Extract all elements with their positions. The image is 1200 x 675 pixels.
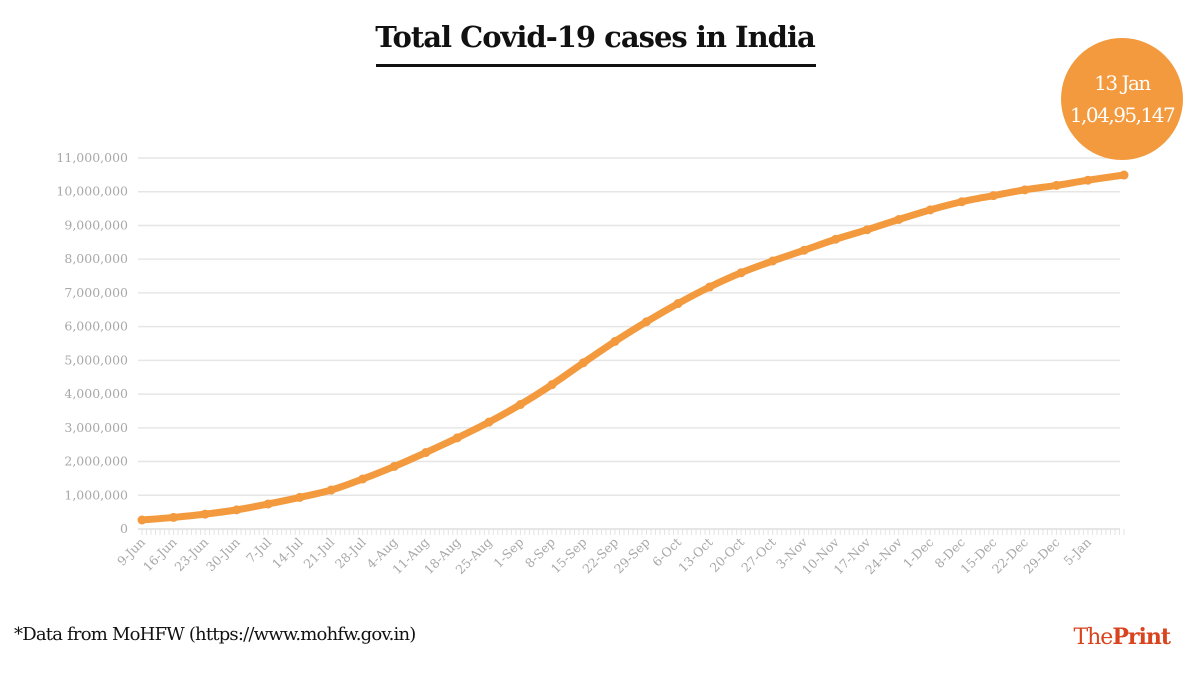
data-point-7-Jul <box>263 499 273 509</box>
data-point-14-Jul <box>295 492 305 502</box>
x-tick-label: 23-Jun <box>171 535 211 575</box>
data-point-11-Aug <box>421 448 431 458</box>
series-line <box>138 171 1128 524</box>
data-point-28-Jul <box>358 474 368 484</box>
data-point-13-Oct <box>705 282 715 292</box>
y-tick-label: 11,000,000 <box>56 150 128 165</box>
data-point-18-Aug <box>452 433 462 443</box>
y-tick-label: 6,000,000 <box>64 319 128 334</box>
x-tick-label: 5-Jan <box>1060 535 1094 569</box>
gridlines <box>138 157 1125 535</box>
data-point-29-Sep <box>642 317 652 327</box>
x-tick-label: 14-Jul <box>269 535 306 572</box>
data-point-3-Nov <box>799 245 809 255</box>
series-total-cases <box>137 170 1129 525</box>
x-tick-label: 13-Oct <box>675 535 716 576</box>
y-tick-label: 3,000,000 <box>64 420 128 435</box>
data-point-21-Jul <box>326 485 336 495</box>
y-tick-label: 4,000,000 <box>64 386 128 401</box>
chart-title: Total Covid-19 cases in India <box>375 20 816 54</box>
data-point-1-Dec <box>925 205 935 215</box>
y-tick-label: 9,000,000 <box>64 217 128 232</box>
data-point-15-Dec <box>988 191 998 201</box>
data-point-29-Dec <box>1051 180 1061 190</box>
data-point-4-Aug <box>389 461 399 471</box>
data-point-9-Jun <box>137 515 147 525</box>
data-point-25-Aug <box>484 417 494 427</box>
y-tick-label: 0 <box>120 521 128 536</box>
data-point-13-Jan <box>1119 170 1129 180</box>
data-point-20-Oct <box>736 268 746 278</box>
x-tick-label: 27-Oct <box>738 535 779 576</box>
data-point-8-Sep <box>547 380 557 390</box>
logo-the: The <box>1073 625 1113 650</box>
source-footnote: *Data from MoHFW (https://www.mohfw.gov.… <box>14 624 416 645</box>
x-tick-label: 1-Sep <box>490 535 526 571</box>
x-tick-label: 28-Jul <box>332 535 369 572</box>
x-tick-label: 30-Jun <box>203 535 243 575</box>
data-point-8-Dec <box>957 197 967 207</box>
data-point-1-Sep <box>515 400 525 410</box>
data-point-27-Oct <box>768 256 778 266</box>
data-point-22-Dec <box>1020 185 1030 195</box>
data-point-6-Oct <box>673 299 683 309</box>
title-underline <box>376 64 816 67</box>
x-tick-label: 16-Jun <box>140 535 180 575</box>
y-axis-ticks: 0 1,000,000 2,000,000 3,000,000 4,000,000 5,0… <box>56 150 128 536</box>
x-tick-label: 20-Oct <box>707 535 748 576</box>
data-point-22-Sep <box>610 336 620 346</box>
theprint-logo: ThePrint <box>1073 624 1171 650</box>
data-point-30-Jun <box>232 505 242 515</box>
y-tick-label: 10,000,000 <box>56 184 128 199</box>
data-point-23-Jun <box>200 509 210 519</box>
callout-value: 1,04,95,147 <box>1069 103 1176 127</box>
y-tick-label: 8,000,000 <box>64 251 128 266</box>
x-tick-label: 29-Dec <box>1020 535 1062 577</box>
y-tick-label: 7,000,000 <box>64 285 128 300</box>
logo-print: Print <box>1112 624 1171 650</box>
latest-value-callout: 13 Jan 1,04,95,147 <box>1061 38 1183 160</box>
data-point-10-Nov <box>831 234 841 244</box>
x-tick-label: 1-Dec <box>900 535 936 571</box>
x-tick-label: 29-Sep <box>611 535 653 577</box>
y-tick-label: 1,000,000 <box>64 487 128 502</box>
data-point-15-Sep <box>578 358 588 368</box>
y-tick-label: 2,000,000 <box>64 454 128 469</box>
data-point-5-Jan <box>1083 175 1093 185</box>
callout-date: 13 Jan <box>1094 71 1151 95</box>
data-point-17-Nov <box>862 225 872 235</box>
x-tick-label: 21-Jul <box>300 535 337 572</box>
y-tick-label: 5,000,000 <box>64 352 128 367</box>
data-point-24-Nov <box>894 214 904 224</box>
data-point-16-Jun <box>169 512 179 522</box>
